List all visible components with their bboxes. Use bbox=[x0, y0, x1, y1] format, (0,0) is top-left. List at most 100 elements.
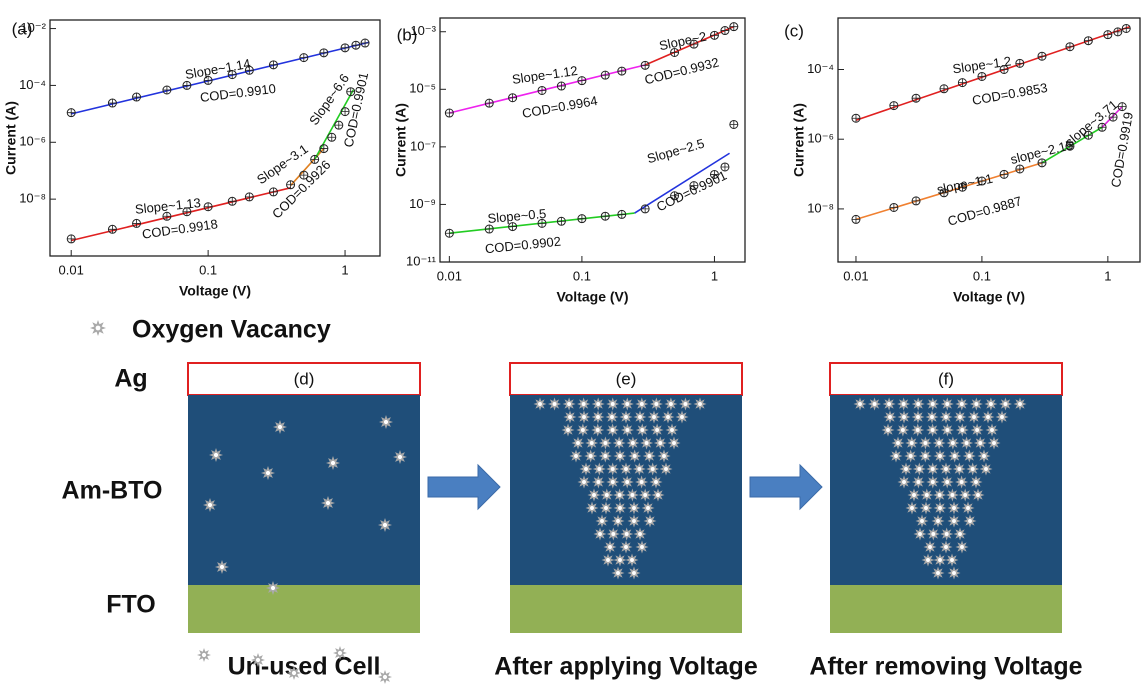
vacancy-core bbox=[1000, 415, 1004, 419]
data-point bbox=[538, 86, 546, 94]
vacancy-core bbox=[611, 532, 615, 536]
y-tick-label: 10⁻⁶ bbox=[19, 134, 46, 149]
vacancy-core bbox=[931, 428, 935, 432]
vacancy-core bbox=[292, 671, 296, 675]
data-point bbox=[912, 197, 920, 205]
y-tick-label: 10⁻⁸ bbox=[807, 200, 834, 215]
data-point bbox=[320, 145, 328, 153]
y-tick-label: 10⁻⁷ bbox=[410, 138, 436, 153]
vacancy-core bbox=[596, 415, 600, 419]
data-point bbox=[1038, 52, 1046, 60]
vacancy-core bbox=[646, 506, 650, 510]
vacancy-core bbox=[888, 415, 892, 419]
vacancy-core bbox=[208, 503, 212, 507]
data-point bbox=[300, 54, 308, 62]
vacancy-core bbox=[582, 402, 586, 406]
vacancy-core bbox=[616, 519, 620, 523]
data-point bbox=[1122, 24, 1130, 32]
annotation: COD=0.9901 bbox=[654, 168, 729, 215]
caption: After applying Voltage bbox=[494, 653, 758, 681]
vacancy-core bbox=[924, 506, 928, 510]
data-point bbox=[445, 109, 453, 117]
vacancy-core bbox=[916, 428, 920, 432]
vacancy-core bbox=[944, 467, 948, 471]
vacancy-core bbox=[916, 415, 920, 419]
vacancy-core bbox=[567, 402, 571, 406]
annotation: slope~1.1 bbox=[935, 171, 994, 197]
vacancy-core bbox=[596, 428, 600, 432]
vacancy-core bbox=[944, 545, 948, 549]
vacancy-core bbox=[928, 545, 932, 549]
vacancy-core bbox=[606, 558, 610, 562]
vacancy-core bbox=[698, 402, 702, 406]
data-point bbox=[710, 31, 718, 39]
annotation: COD=0.9919 bbox=[1108, 111, 1136, 189]
data-point bbox=[245, 193, 253, 201]
x-tick-label: 0.01 bbox=[437, 268, 462, 283]
y-axis-label: Current (A) bbox=[791, 103, 807, 177]
vacancy-core bbox=[590, 441, 594, 445]
vacancy-core bbox=[202, 653, 206, 657]
vacancy-core bbox=[887, 402, 891, 406]
vacancy-core bbox=[652, 415, 656, 419]
x-tick-label: 1 bbox=[711, 268, 718, 283]
vacancy-core bbox=[638, 415, 642, 419]
vacancy-core bbox=[630, 558, 634, 562]
data-point bbox=[133, 219, 141, 227]
vacancy-core bbox=[923, 441, 927, 445]
chart: 0.010.1110⁻⁴10⁻⁶10⁻⁸Voltage (V)Current (… bbox=[784, 18, 1140, 305]
vacancy-core bbox=[597, 467, 601, 471]
vacancy-core bbox=[574, 454, 578, 458]
vacancy-core bbox=[931, 467, 935, 471]
vacancy-core bbox=[945, 402, 949, 406]
vacancy-core bbox=[624, 415, 628, 419]
vacancy-core bbox=[603, 454, 607, 458]
vacancy-core bbox=[553, 402, 557, 406]
layer-label: Am-BTO bbox=[62, 477, 163, 505]
vacancy-core bbox=[902, 402, 906, 406]
vacancy-core bbox=[604, 506, 608, 510]
vacancy-core bbox=[611, 467, 615, 471]
data-point bbox=[1000, 170, 1008, 178]
vacancy-core bbox=[608, 545, 612, 549]
data-point bbox=[557, 217, 565, 225]
vacancy-core bbox=[958, 415, 962, 419]
panel-label: (f) bbox=[938, 369, 954, 388]
data-point bbox=[940, 85, 948, 93]
data-point bbox=[485, 99, 493, 107]
vacancy-core bbox=[967, 454, 971, 458]
data-point bbox=[890, 203, 898, 211]
vacancy-core bbox=[968, 519, 972, 523]
vacancy-core bbox=[958, 532, 962, 536]
vacancy-core bbox=[936, 571, 940, 575]
vacancy-core bbox=[950, 493, 954, 497]
vacancy-core bbox=[937, 441, 941, 445]
data-point bbox=[108, 99, 116, 107]
x-tick-label: 0.01 bbox=[59, 262, 84, 277]
vacancy-core bbox=[625, 480, 629, 484]
vacancy-core bbox=[672, 441, 676, 445]
data-point bbox=[1118, 103, 1126, 111]
vacancy-core bbox=[618, 506, 622, 510]
annotation: COD=0.9918 bbox=[141, 216, 219, 241]
vacancy-core bbox=[605, 493, 609, 497]
vacancy-core bbox=[938, 493, 942, 497]
vacancy-core bbox=[938, 506, 942, 510]
vacancy-core bbox=[902, 415, 906, 419]
vacancy-core bbox=[950, 558, 954, 562]
data-point bbox=[108, 225, 116, 233]
data-point bbox=[601, 212, 609, 220]
vacancy-core bbox=[894, 454, 898, 458]
data-point bbox=[641, 61, 649, 69]
vacancy-core bbox=[957, 467, 961, 471]
vacancy-core bbox=[590, 506, 594, 510]
panel-label: (a) bbox=[12, 19, 33, 38]
vacancy-core bbox=[214, 453, 218, 457]
data-point bbox=[578, 77, 586, 85]
fto-layer bbox=[830, 585, 1062, 633]
vacancy-core bbox=[886, 428, 890, 432]
vacancy-core bbox=[220, 565, 224, 569]
vacancy-core bbox=[637, 467, 641, 471]
vacancy-core bbox=[654, 402, 658, 406]
vacancy-core bbox=[331, 461, 335, 465]
